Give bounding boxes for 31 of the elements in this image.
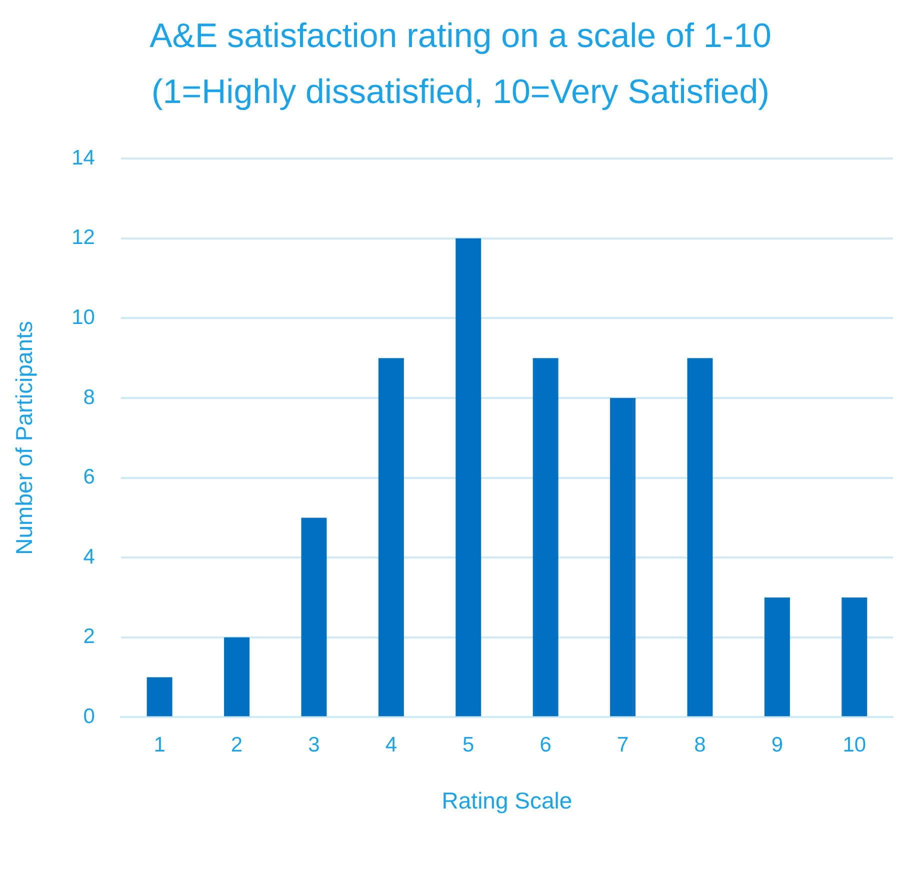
- bar: [687, 358, 713, 716]
- bar: [378, 358, 404, 716]
- y-axis-title: Number of Participants: [11, 320, 38, 555]
- x-tick-label: 1: [154, 734, 166, 757]
- x-tick-label: 8: [694, 734, 706, 757]
- bar: [301, 518, 327, 716]
- y-tick-label: 10: [72, 306, 95, 329]
- bar: [146, 677, 172, 716]
- y-tick-label: 8: [83, 386, 95, 409]
- y-tick-label: 2: [83, 625, 95, 648]
- x-tick-label: 4: [385, 734, 398, 757]
- y-tick-label: 6: [83, 466, 95, 489]
- y-tick-label: 12: [72, 226, 95, 250]
- bar: [610, 398, 636, 716]
- x-tick-label: 3: [308, 734, 320, 757]
- y-tick-label: 4: [83, 545, 96, 568]
- y-tick-label: 0: [83, 704, 95, 728]
- bar: [456, 238, 482, 716]
- x-tick-label: 2: [230, 734, 243, 757]
- x-tick-label: 7: [616, 734, 629, 757]
- bar: [224, 637, 250, 716]
- chart-title: A&E satisfaction rating on a scale of 1-10 (1=Highly dissatisfied, 10=Very Satisfied): [148, 16, 772, 113]
- x-tick-label: 10: [842, 734, 866, 757]
- y-tick-label: 14: [72, 146, 96, 170]
- x-tick-label: 6: [540, 734, 552, 757]
- x-axis-title: Rating Scale: [442, 788, 572, 814]
- x-tick-label: 9: [771, 734, 784, 757]
- bar: [764, 598, 790, 716]
- bar: [532, 358, 558, 716]
- x-tick-label: 5: [462, 734, 474, 757]
- bar: [842, 598, 868, 716]
